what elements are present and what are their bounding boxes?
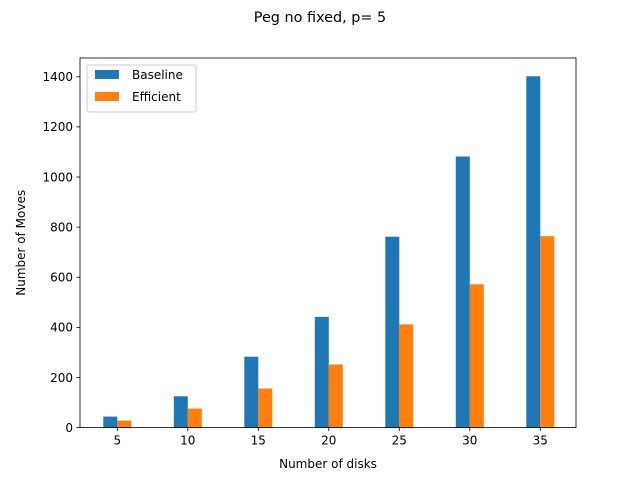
y-tick-label: 400 [50, 321, 73, 335]
bar-efficient-30 [469, 284, 484, 428]
x-axis-label: Number of disks [279, 457, 377, 471]
y-tick-label: 200 [50, 371, 73, 385]
legend-swatch-efficient [95, 92, 119, 101]
bar-efficient-25 [399, 324, 414, 428]
bar-efficient-20 [328, 364, 343, 428]
bar-baseline-5 [103, 416, 118, 428]
x-tick-label: 5 [113, 434, 121, 448]
bar-baseline-30 [455, 156, 470, 428]
y-tick-label: 1200 [42, 120, 73, 134]
bar-baseline-15 [244, 356, 259, 428]
y-tick-label: 800 [50, 220, 73, 234]
x-axis: 5 10 15 20 25 30 35 [113, 427, 548, 448]
legend-swatch-baseline [95, 70, 119, 79]
y-tick-label: 1000 [42, 170, 73, 184]
legend-label-efficient: Efficient [132, 90, 181, 104]
y-axis-label: Number of Moves [14, 190, 28, 296]
bar-baseline-20 [314, 316, 329, 428]
x-tick-label: 10 [180, 434, 195, 448]
plot-frame [79, 57, 577, 429]
y-tick-label: 1400 [42, 70, 73, 84]
y-axis: 0 200 400 600 800 1000 1200 1400 [42, 70, 80, 435]
bar-baseline-25 [385, 236, 400, 428]
bar-efficient-10 [187, 408, 202, 428]
bar-baseline-35 [526, 76, 541, 428]
chart-title: Peg no fixed, p= 5 [254, 10, 386, 26]
legend-label-baseline: Baseline [132, 68, 183, 82]
x-tick-label: 20 [321, 434, 336, 448]
bar-efficient-5 [117, 420, 132, 428]
y-tick-label: 0 [65, 421, 73, 435]
x-tick-label: 30 [462, 434, 477, 448]
y-tick-label: 600 [50, 271, 73, 285]
x-tick-label: 35 [533, 434, 548, 448]
x-tick-label: 15 [251, 434, 266, 448]
bars-group [103, 76, 555, 428]
legend: Baseline Efficient [86, 64, 197, 113]
bar-baseline-10 [173, 396, 188, 428]
bar-efficient-35 [540, 236, 555, 428]
x-tick-label: 25 [392, 434, 407, 448]
bar-efficient-15 [258, 388, 273, 428]
